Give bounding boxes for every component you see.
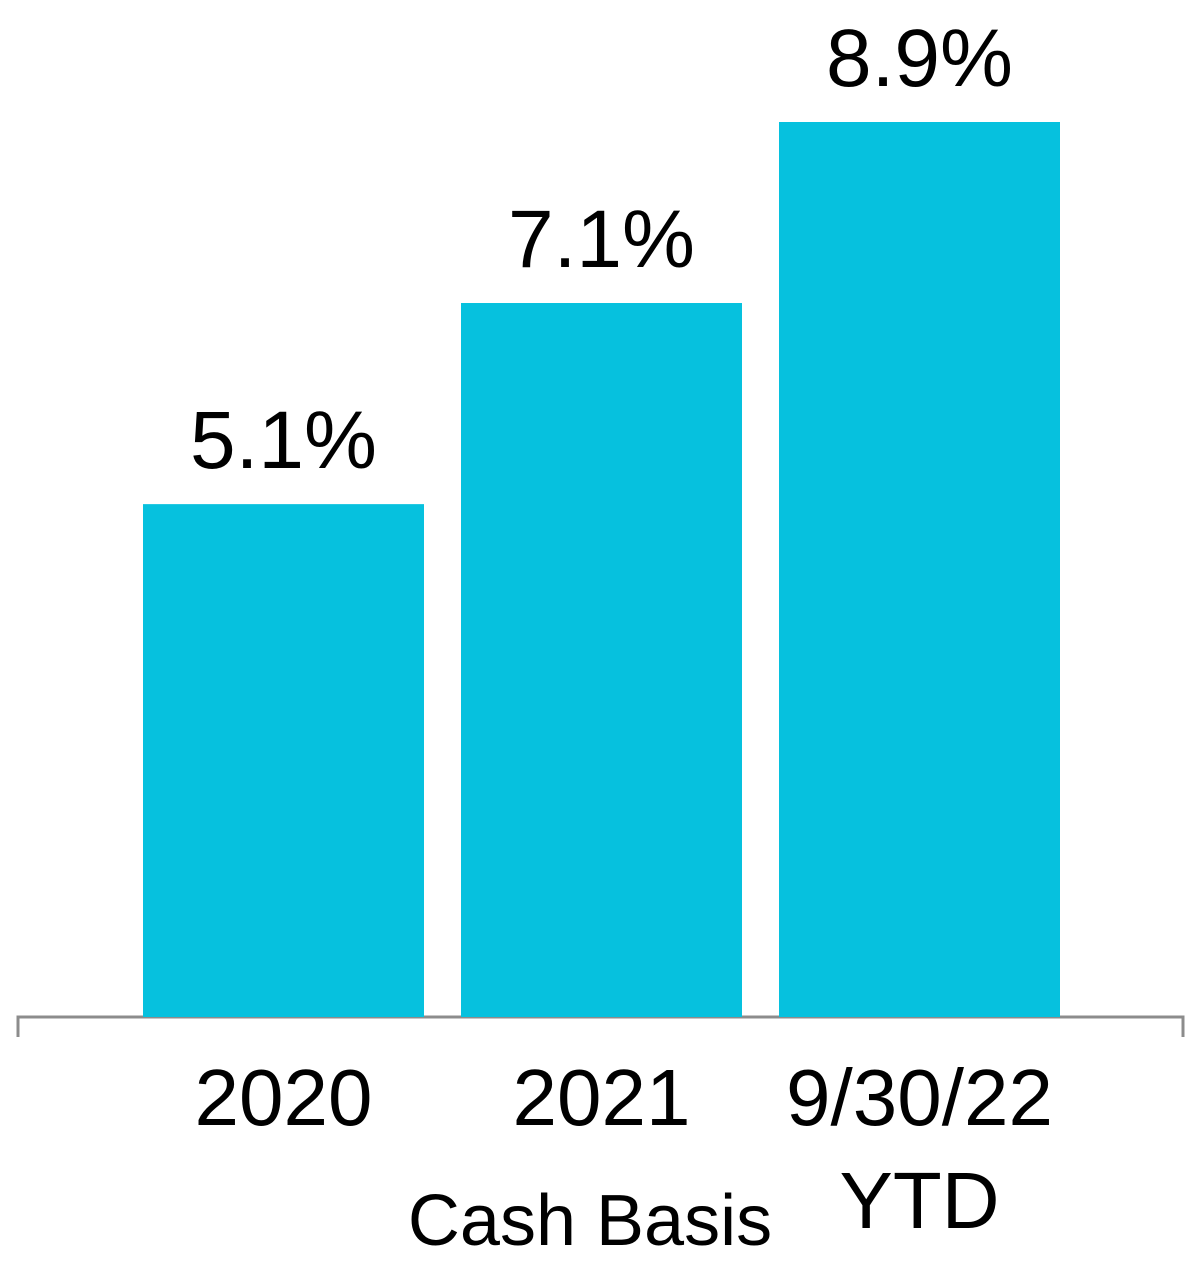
x-tick-label: 2021 [513,1053,691,1142]
x-tick-label: 2020 [195,1053,373,1142]
bar [461,303,742,1017]
value-label: 8.9% [826,13,1013,104]
value-label: 5.1% [190,395,377,486]
bar [143,504,424,1017]
value-label: 7.1% [508,194,695,285]
x-axis [16,1015,1185,1037]
x-tick-label: 9/30/22 YTD [786,1053,1053,1245]
x-axis-title: Cash Basis [408,1181,772,1261]
bar [779,122,1060,1017]
